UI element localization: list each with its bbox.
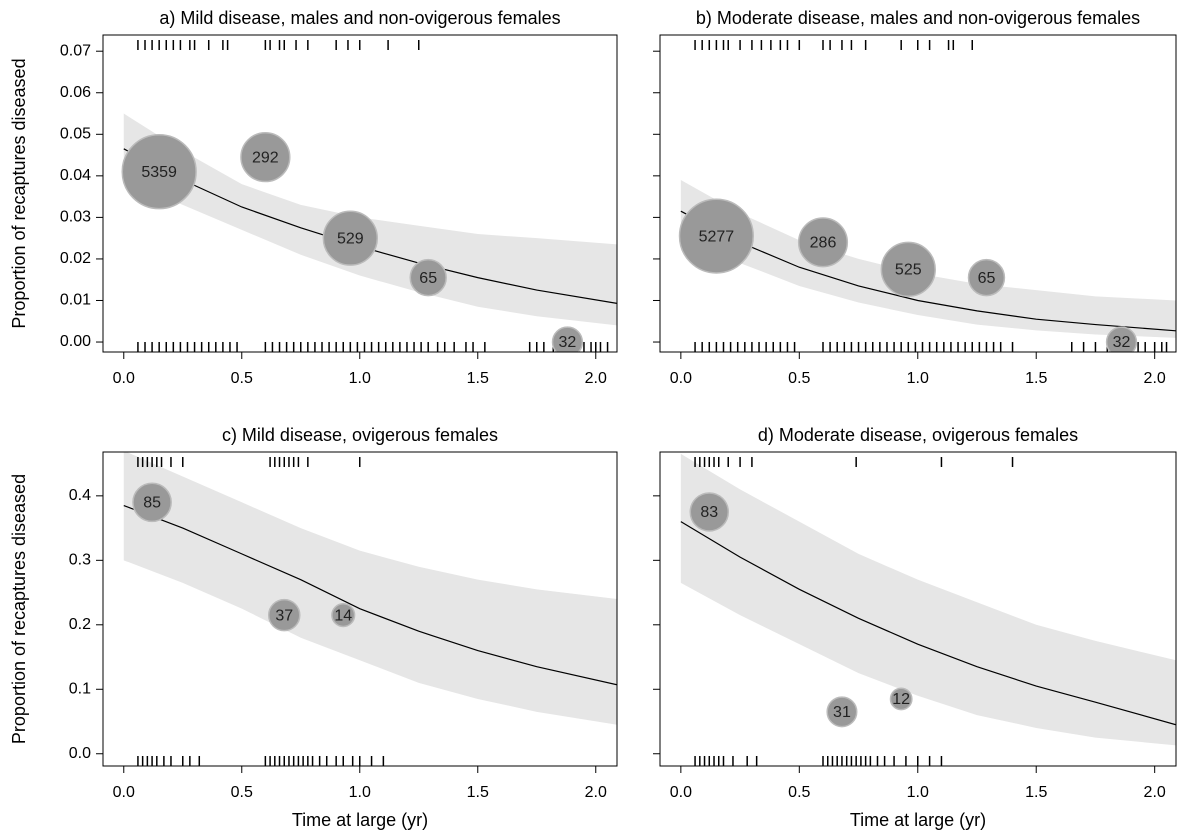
plot-area: 5359 292 529 65 32 [121,40,617,352]
panel-title: b) Moderate disease, males and non-ovige… [696,8,1140,28]
bubble-label: 65 [419,270,437,287]
bubble [689,492,730,532]
y-tick-label: 0.3 [69,552,91,569]
x-axis-label: Time at large (yr) [850,810,986,830]
bubble [1105,326,1138,352]
x-tick-label: 0.5 [231,784,253,801]
x-tick-label: 0.0 [670,784,692,801]
bubble [678,198,754,274]
x-tick-label: 2.0 [585,784,607,801]
panel: a) Mild disease, males and non-ovigerous… [9,8,618,387]
bubble [551,326,584,352]
bubble-label: 5359 [141,164,177,181]
x-tick-label: 1.0 [349,784,371,801]
x-tick-label: 1.0 [907,784,929,801]
y-axis-label: Proportion of recaptures diseased [9,58,29,328]
x-tick-label: 1.0 [349,370,371,387]
bubble [322,210,379,266]
bubble [889,687,913,711]
bubble [826,696,858,728]
confidence-band [123,452,617,725]
fitted-curve [680,210,1176,332]
bubble-label: 286 [810,235,837,252]
bubble-label: 85 [143,495,161,512]
y-tick-label: 0.03 [60,209,91,226]
bubble-label: 32 [1113,334,1131,351]
x-axis-label: Time at large (yr) [292,810,428,830]
y-tick-label: 0.4 [69,487,91,504]
panel-title: d) Moderate disease, ovigerous females [758,425,1078,445]
bubble [797,217,849,268]
y-tick-label: 0.2 [69,616,91,633]
x-tick-label: 2.0 [1144,370,1166,387]
bubble [267,598,301,632]
x-tick-label: 0.5 [788,370,810,387]
y-tick-label: 0.06 [60,84,91,101]
x-tick-label: 0.5 [231,370,253,387]
y-tick-label: 0.0 [69,745,91,762]
y-tick-label: 0.01 [60,292,91,309]
x-tick-label: 2.0 [1144,784,1166,801]
bubble [240,131,291,183]
bubble [121,134,197,210]
bubble-label: 5277 [699,228,735,245]
bubble-label: 525 [895,262,922,279]
fitted-curve [680,521,1176,726]
bubble-label: 31 [833,704,851,721]
bubble [967,258,1006,297]
bubble-label: 37 [275,607,293,624]
y-axis-label: Proportion of recaptures diseased [9,474,29,744]
bubble-label: 65 [978,270,996,287]
plot-area: 83 31 12 [680,453,1176,766]
bubble [880,241,936,298]
y-tick-label: 0.02 [60,250,91,267]
y-tick-label: 0.05 [60,126,91,143]
fitted-curve [123,504,617,686]
bubble-label: 83 [700,504,718,521]
y-tick-label: 0.04 [60,167,91,184]
panel: b) Moderate disease, males and non-ovige… [653,8,1177,387]
confidence-band [680,179,1176,338]
bubble-label: 14 [334,607,352,624]
bubble-label: 12 [892,691,910,708]
x-tick-label: 1.5 [1025,784,1047,801]
x-tick-label: 0.0 [113,784,135,801]
bubble [331,603,356,628]
panel-title: c) Mild disease, ovigerous females [222,425,498,445]
y-tick-label: 0.1 [69,680,91,697]
panel: c) Mild disease, ovigerous females 85 37 14… [9,425,618,830]
x-tick-label: 1.5 [1025,370,1047,387]
y-tick-label: 0.00 [60,333,91,350]
plot-area: 85 37 14 [123,452,617,766]
bubble-label: 292 [252,149,279,166]
x-tick-label: 1.5 [467,784,489,801]
bubble [409,258,447,297]
panel: d) Moderate disease, ovigerous females 83… [653,425,1177,830]
x-tick-label: 0.5 [788,784,810,801]
bubble-label: 529 [337,230,364,247]
plot-area: 5277 286 525 65 32 [678,40,1176,352]
x-tick-label: 2.0 [585,370,607,387]
panel-title: a) Mild disease, males and non-ovigerous… [159,8,560,28]
bubble-label: 32 [559,334,577,351]
x-tick-label: 0.0 [670,370,692,387]
confidence-band [680,453,1176,746]
x-tick-label: 0.0 [113,370,135,387]
x-tick-label: 1.0 [907,370,929,387]
bubble [132,482,172,523]
x-tick-label: 1.5 [467,370,489,387]
y-tick-label: 0.07 [60,42,91,59]
